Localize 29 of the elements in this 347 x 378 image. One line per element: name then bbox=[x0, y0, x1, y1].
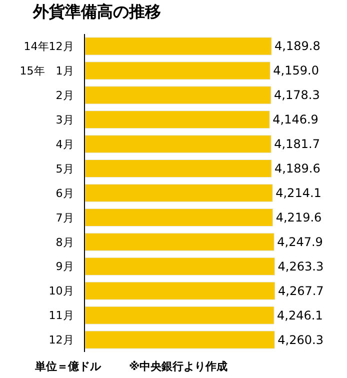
y-tick-label: 8月 bbox=[56, 236, 74, 249]
y-tick-label: 2月 bbox=[56, 89, 74, 102]
y-tick-label: 3月 bbox=[56, 113, 74, 126]
y-tick-label: 10月 bbox=[48, 284, 74, 298]
y-tick-label: 14年12月 bbox=[24, 40, 74, 54]
y-tick-label: 4月 bbox=[56, 138, 74, 151]
y-tick-label: 15年 1月 bbox=[20, 64, 74, 78]
text: ※中央銀行より作成 bbox=[129, 360, 228, 373]
data-label: 4,181.7 bbox=[274, 137, 320, 152]
data-label: 4,214.1 bbox=[276, 186, 322, 200]
y-tick-label: 7月 bbox=[56, 211, 74, 224]
data-label: 4,178.3 bbox=[274, 88, 320, 102]
data-label: 4,267.7 bbox=[278, 284, 324, 298]
y-tick-label: 12月 bbox=[48, 334, 74, 347]
y-tick-label: 11月 bbox=[48, 309, 74, 322]
data-label: 4,189.6 bbox=[274, 162, 320, 176]
data-label: 4,219.6 bbox=[276, 210, 322, 224]
data-label: 4,263.3 bbox=[278, 259, 324, 274]
data-label: 4,189.8 bbox=[274, 39, 320, 54]
chart-title: 外貨準備高の推移 bbox=[32, 2, 162, 21]
data-label: 4,146.9 bbox=[272, 112, 318, 127]
y-tick-label: 5月 bbox=[56, 162, 74, 176]
data-label: 4,247.9 bbox=[277, 234, 323, 249]
data-label: 4,159.0 bbox=[273, 64, 319, 78]
data-label: 4,260.3 bbox=[278, 332, 324, 347]
data-label: 4,246.1 bbox=[277, 308, 323, 322]
text: 単位＝億ドル bbox=[34, 360, 102, 373]
y-tick-label: 9月 bbox=[56, 260, 74, 274]
y-tick-label: 6月 bbox=[56, 186, 74, 200]
